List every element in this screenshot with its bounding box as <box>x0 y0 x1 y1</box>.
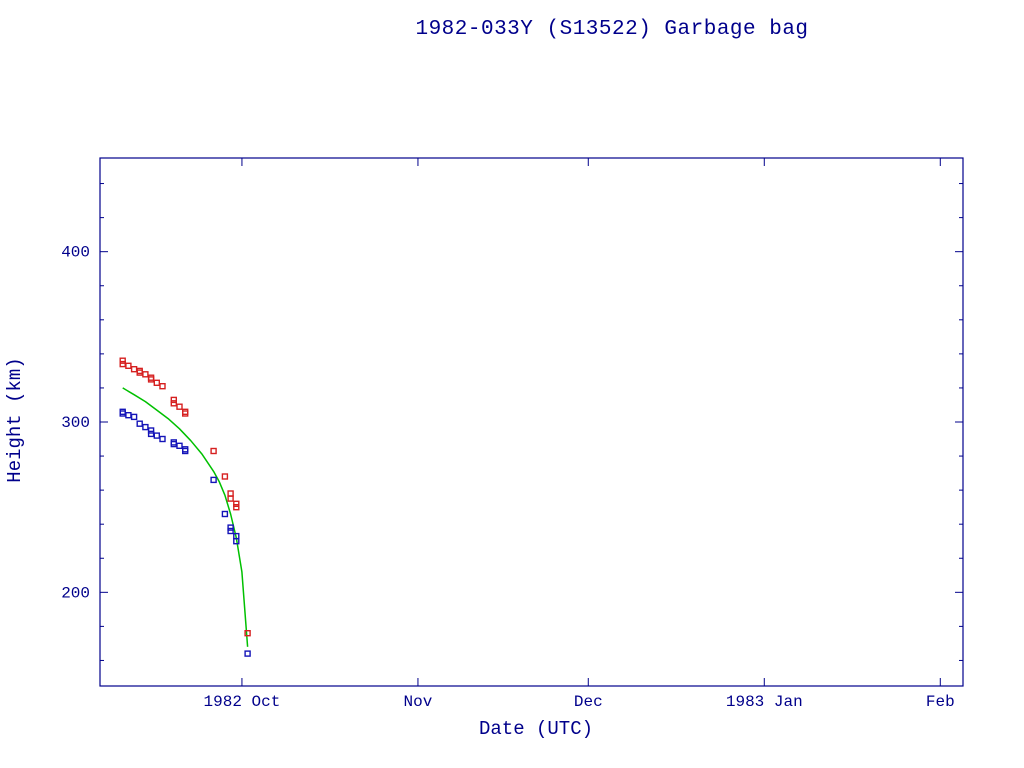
data-point-perigee <box>227 527 234 535</box>
data-point-apogee <box>227 490 234 497</box>
data-point-apogee <box>227 495 234 502</box>
data-point-apogee <box>181 410 189 417</box>
data-point-apogee <box>170 396 178 404</box>
x-tick-label: Dec <box>574 693 603 711</box>
data-point-apogee <box>130 366 138 373</box>
plot-frame <box>99 157 964 687</box>
data-point-perigee <box>119 408 126 415</box>
data-point-apogee <box>221 473 229 480</box>
x-tick-label: Feb <box>926 693 955 711</box>
data-point-perigee <box>147 430 155 438</box>
data-point-apogee <box>119 357 126 364</box>
data-point-apogee <box>210 447 217 455</box>
data-point-apogee <box>159 383 166 390</box>
data-point-perigee <box>181 446 189 453</box>
data-point-apogee <box>181 408 189 415</box>
data-point-apogee <box>125 362 132 369</box>
data-point-perigee <box>130 413 138 421</box>
data-point-perigee <box>136 420 143 427</box>
data-point-perigee <box>244 650 251 657</box>
data-point-apogee <box>136 367 143 375</box>
data-point-apogee <box>147 374 155 381</box>
data-point-perigee <box>227 524 234 531</box>
x-axis-label: Date (UTC) <box>478 718 594 740</box>
data-point-perigee <box>233 538 240 545</box>
data-point-perigee <box>170 439 178 446</box>
chart-title: 1982-033Y (S13522) Garbage bag <box>415 18 809 41</box>
data-point-perigee <box>142 423 149 431</box>
data-point-apogee <box>176 403 183 410</box>
data-point-perigee <box>170 440 178 448</box>
mean-height-line <box>122 387 249 647</box>
data-point-perigee <box>119 410 126 417</box>
data-point-apogee <box>147 376 155 383</box>
data-point-apogee <box>170 400 178 407</box>
data-point-perigee <box>159 435 166 443</box>
x-tick-label: 1982 Oct <box>204 693 281 711</box>
y-tick-label: 200 <box>61 584 90 602</box>
y-tick-label: 400 <box>61 244 90 262</box>
y-tick-label: 300 <box>61 414 90 432</box>
data-point-perigee <box>147 427 155 434</box>
data-point-apogee <box>153 379 161 386</box>
data-point-apogee <box>233 504 240 511</box>
data-point-perigee <box>221 510 229 518</box>
data-point-perigee <box>176 442 183 449</box>
data-point-apogee <box>119 360 126 368</box>
data-point-perigee <box>153 432 161 439</box>
data-point-perigee <box>125 412 132 419</box>
data-point-apogee <box>136 369 143 376</box>
data-point-perigee <box>210 476 217 484</box>
x-tick-label: Nov <box>404 693 433 711</box>
data-point-perigee <box>181 447 189 455</box>
data-point-apogee <box>244 630 251 637</box>
data-point-apogee <box>142 371 149 378</box>
x-tick-label: 1983 Jan <box>726 693 803 711</box>
data-point-apogee <box>233 500 240 507</box>
